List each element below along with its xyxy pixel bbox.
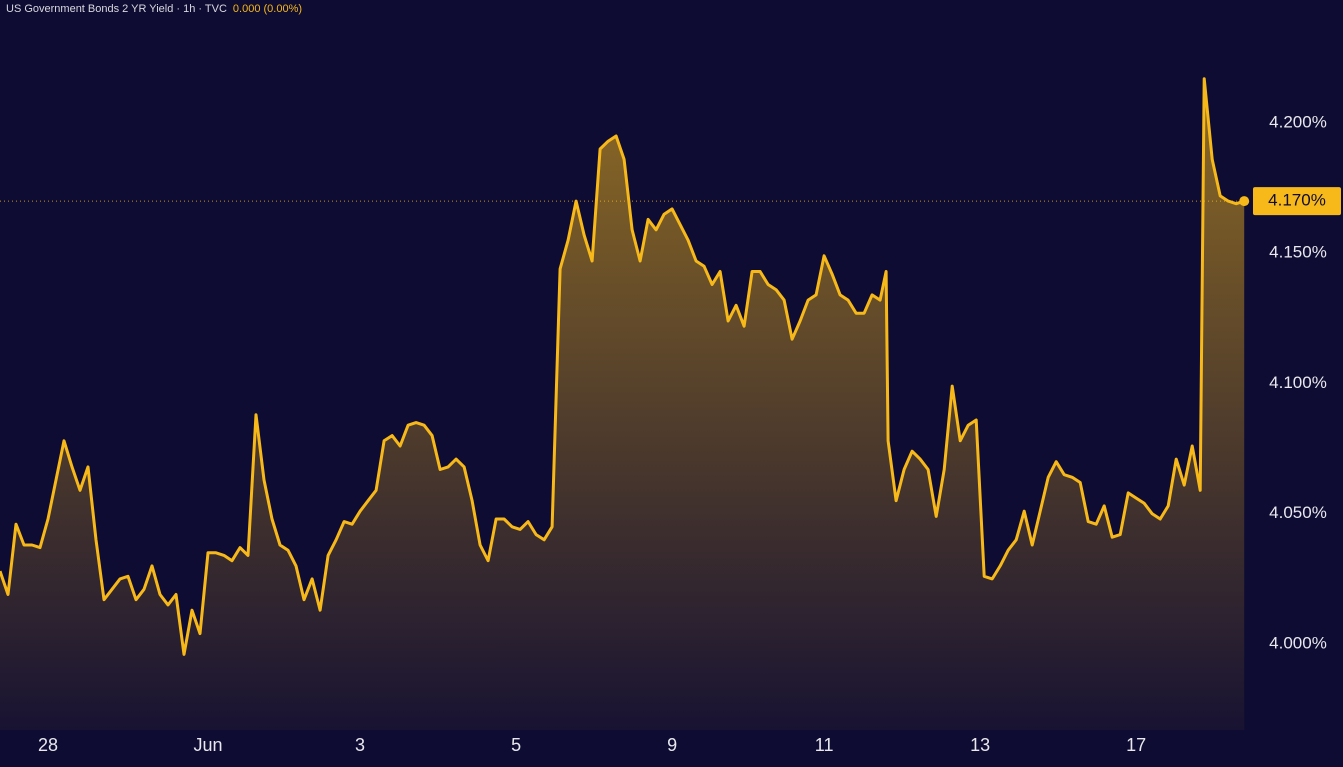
- last-price-box: [1253, 187, 1341, 216]
- last-point: [1239, 196, 1250, 207]
- x-tick-label: 9: [667, 735, 677, 755]
- y-tick-label: 4.050%: [1269, 503, 1327, 522]
- line: [0, 77, 1245, 656]
- x-tick-label: 11: [815, 735, 834, 755]
- y-tick-label: 4.150%: [1269, 243, 1327, 262]
- x-tick-label: 3: [355, 735, 365, 755]
- x-tick-label: 5: [511, 735, 521, 755]
- y-tick-label: 4.000%: [1269, 634, 1327, 653]
- y-tick-label: 4.100%: [1269, 373, 1327, 392]
- x-tick-label: Jun: [194, 735, 223, 755]
- x-tick-label: 17: [1126, 735, 1146, 755]
- last-price-label: 4.170%: [1268, 191, 1326, 210]
- chart-title: US Government Bonds 2 YR Yield · 1h · TV…: [6, 3, 227, 15]
- area: [0, 78, 1245, 730]
- x-tick-label: 28: [38, 735, 58, 755]
- x-tick-label: 13: [970, 735, 990, 755]
- y-tick-label: 4.200%: [1269, 112, 1327, 131]
- price-change: 0.000 (0.00%): [233, 3, 302, 15]
